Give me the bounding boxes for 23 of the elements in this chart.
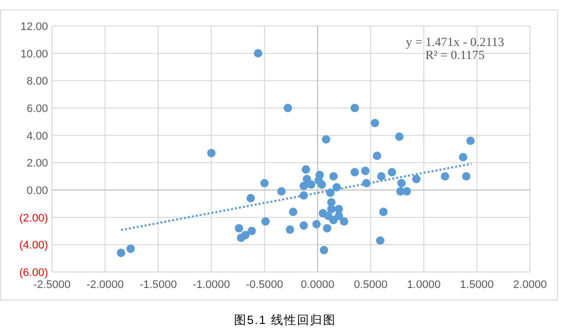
annotation: R² = 0.1175 xyxy=(425,48,485,62)
x-tick-label: 0.5000 xyxy=(354,279,388,291)
y-tick-label: 12.00 xyxy=(20,21,48,33)
x-tick-label: 1.0000 xyxy=(406,279,441,291)
y-tick-label: 2.00 xyxy=(26,158,48,170)
y-tick-label: 10.00 xyxy=(20,48,48,60)
x-tick-label: 1.5000 xyxy=(460,279,494,291)
annotation: y = 1.471x - 0.2113 xyxy=(406,35,504,49)
caption: 图5.1 线性回归图 xyxy=(234,313,336,327)
x-tick-label: 0.0000 xyxy=(300,279,334,291)
y-tick-label: 4.00 xyxy=(26,130,48,142)
y-tick-label: (6.00) xyxy=(19,267,48,279)
x-tick-label: 2.0000 xyxy=(513,279,547,291)
y-tick-label: 8.00 xyxy=(26,76,48,88)
x-tick-label: -1.0000 xyxy=(192,279,230,291)
y-tick-label: (4.00) xyxy=(19,240,48,252)
y-tick-label: 6.00 xyxy=(26,103,48,115)
x-tick-label: -1.5000 xyxy=(140,279,177,291)
x-tick-label: -2.0000 xyxy=(86,279,124,291)
y-tick-label: (2.00) xyxy=(19,212,48,224)
x-tick-label: -0.5000 xyxy=(246,279,284,291)
y-tick-label: 0.00 xyxy=(26,185,48,197)
x-tick-label: -2.5000 xyxy=(33,279,71,291)
